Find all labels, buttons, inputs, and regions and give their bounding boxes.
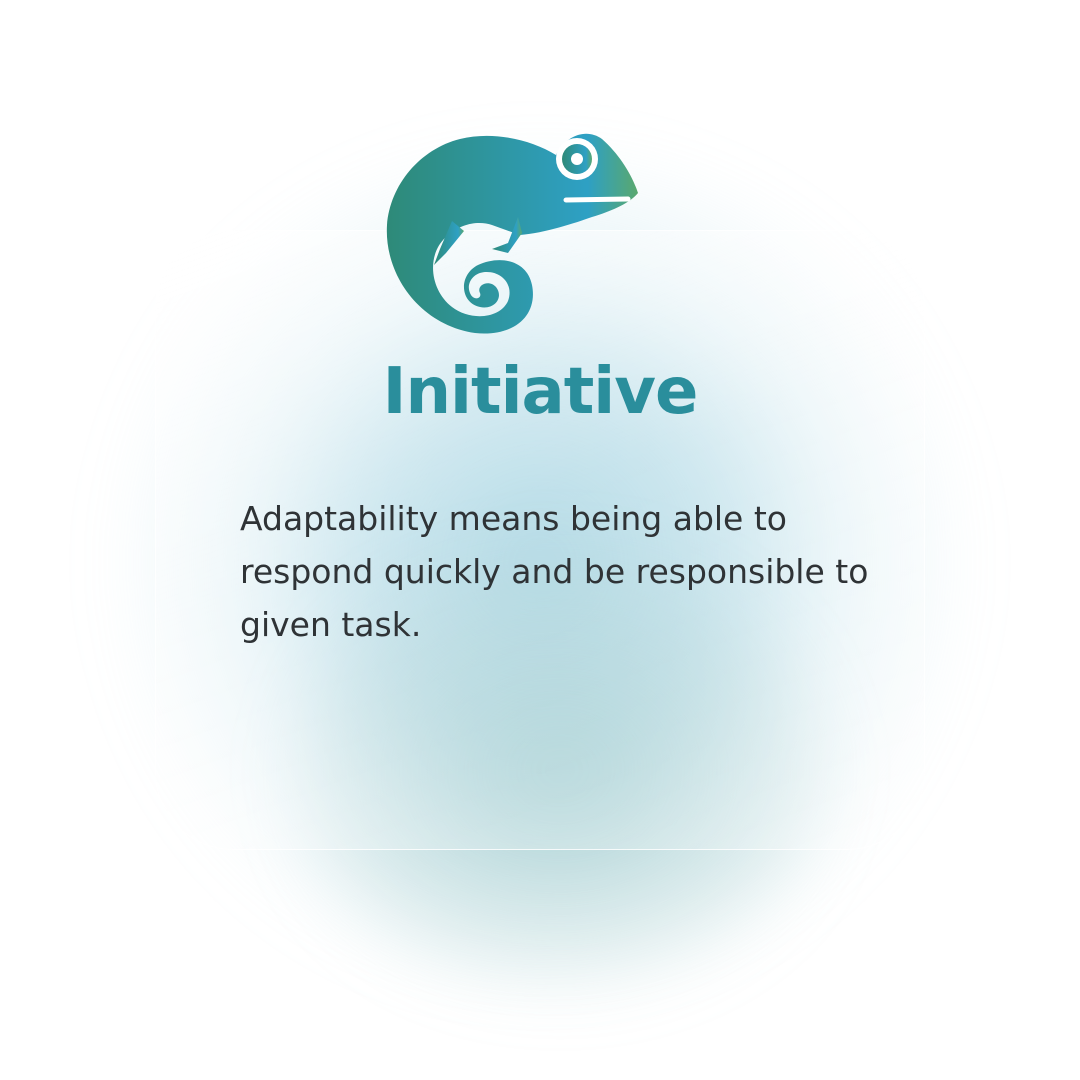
chameleon-icon: [386, 133, 638, 334]
card-title: Initiative: [382, 355, 699, 429]
card-description: Adaptability means being able to respond…: [240, 499, 869, 644]
info-card: [155, 230, 925, 850]
